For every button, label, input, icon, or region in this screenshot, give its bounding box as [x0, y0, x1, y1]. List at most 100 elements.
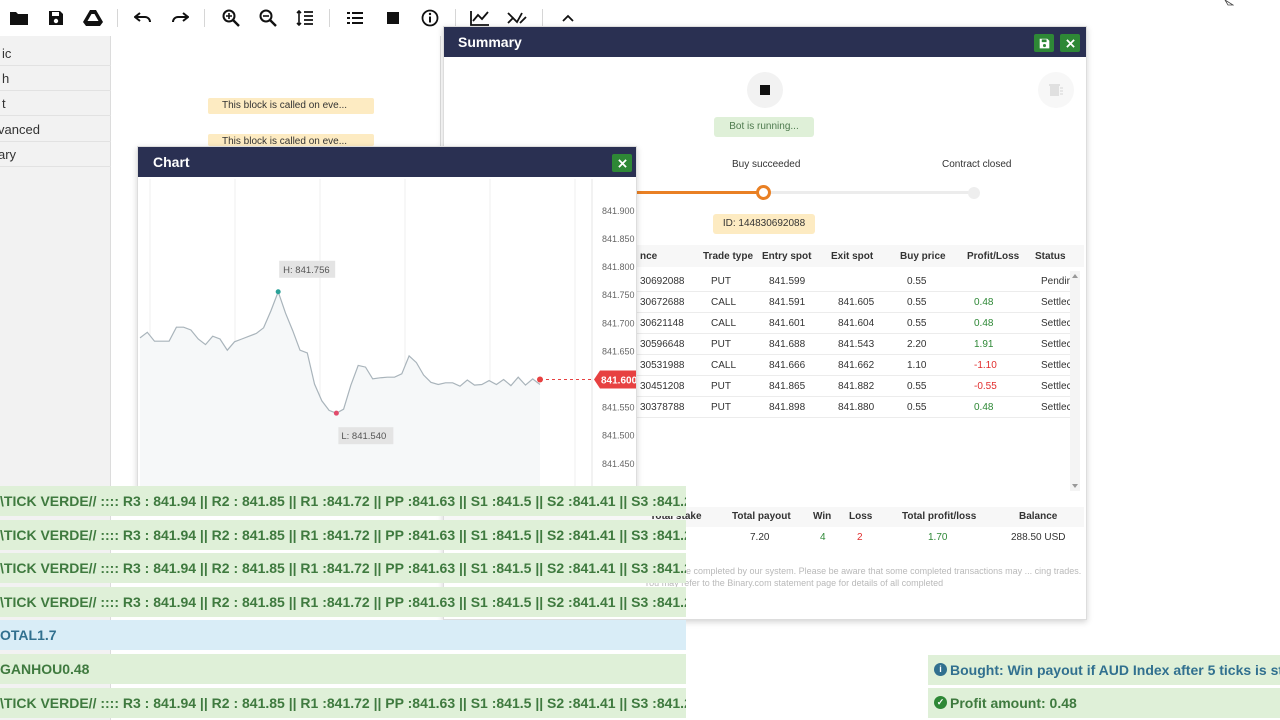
stop-bot-button[interactable]: [747, 72, 783, 108]
close-chart-button[interactable]: [612, 154, 632, 172]
save-icon[interactable]: [44, 6, 68, 30]
tx-trade-type: PUT: [711, 381, 731, 392]
info-icon: i: [934, 663, 947, 676]
tx-exit-spot: 841.880: [838, 402, 875, 413]
col-balance: Balance: [1019, 511, 1058, 522]
comment-block[interactable]: This block is called on eve...: [208, 98, 374, 114]
total-profit: 1.70: [928, 532, 948, 543]
zoom-in-icon[interactable]: [219, 6, 243, 30]
notification-success: \TICK VERDE// :::: R3 : 841.94 || R2 : 8…: [0, 687, 686, 718]
tx-profit-loss: 0.48: [974, 402, 994, 413]
clear-stats-button[interactable]: [1038, 72, 1074, 108]
tx-buy-price: 0.55: [907, 297, 927, 308]
toast-info[interactable]: i Bought: Win payout if AUD Index after 5…: [928, 655, 1280, 685]
sidebar-item-binary[interactable]: ary: [0, 142, 111, 167]
check-circle-icon: ✓: [934, 696, 947, 709]
list-icon[interactable]: [343, 6, 367, 30]
trash-icon: [1049, 84, 1063, 96]
tx-entry-spot: 841.601: [769, 318, 806, 329]
table-row[interactable]: 30596648 PUT 841.688 841.543 2.20 1.91 Settlec: [444, 334, 1072, 355]
table-row[interactable]: 30672688 CALL 841.591 841.605 0.55 0.48 Settle…: [444, 292, 1072, 313]
y-tick-label: 841.800: [602, 262, 635, 272]
zoom-out-icon[interactable]: [256, 6, 280, 30]
sort-icon[interactable]: [293, 6, 317, 30]
total-win: 4: [820, 532, 826, 543]
transactions-scrollbar[interactable]: [1070, 271, 1080, 491]
table-row[interactable]: 30531988 CALL 841.666 841.662 1.10 -1.10 Settl…: [444, 355, 1072, 376]
sidebar-item-text[interactable]: t: [0, 91, 111, 116]
toolbar-separator: [542, 9, 543, 27]
sidebar-item-basic[interactable]: ic: [0, 41, 111, 66]
sidebar-item-label: vanced: [0, 122, 40, 137]
table-row[interactable]: 30378788 PUT 841.898 841.880 0.55 0.48 Settlec: [444, 397, 1072, 418]
total-loss: 2: [857, 532, 863, 543]
close-summary-button[interactable]: [1060, 34, 1080, 52]
col-entry-spot: Entry spot: [762, 251, 812, 262]
save-summary-button[interactable]: [1034, 34, 1054, 52]
tx-buy-price: 1.10: [907, 360, 927, 371]
y-tick-label: 841.450: [602, 459, 635, 469]
sidebar-item-advanced[interactable]: vanced: [0, 117, 111, 142]
progress-step-next: [968, 187, 980, 199]
tx-profit-loss: -1.10: [974, 360, 997, 371]
chart-title: Chart: [153, 154, 190, 170]
col-profit-loss: Profit/Loss: [967, 251, 1020, 262]
table-row[interactable]: 30451208 PUT 841.865 841.882 0.55 -0.55 Settle…: [444, 376, 1072, 397]
mouse-cursor-icon: [1224, 0, 1234, 6]
current-price-tag: [594, 370, 636, 389]
comment-block[interactable]: This block is called on eve...: [208, 134, 374, 146]
tx-status: Settlec: [1041, 381, 1072, 392]
toast-text: Bought: Win payout if AUD Index after 5 …: [950, 662, 1280, 678]
tx-status: Settlec: [1041, 339, 1072, 350]
tx-trade-type: CALL: [711, 297, 737, 308]
contract-id-badge[interactable]: ID: 144830692088: [713, 214, 815, 234]
tx-profit-loss: 0.48: [974, 297, 994, 308]
totals-row: 7.20 4 2 1.70 288.50 USD: [444, 527, 1084, 549]
toast-text: Profit amount: 0.48: [950, 695, 1077, 711]
tx-trade-type: CALL: [711, 318, 737, 329]
series-line: [139, 290, 541, 414]
redo-icon[interactable]: [168, 6, 192, 30]
high-label: H: 841.756: [283, 265, 329, 276]
y-tick-label: 841.500: [602, 431, 635, 441]
low-label: L: 841.540: [341, 431, 386, 442]
tx-buy-price: 0.55: [907, 381, 927, 392]
notification-success: GANHOU0.48: [0, 654, 686, 684]
chart-header[interactable]: Chart: [138, 147, 636, 177]
info-icon[interactable]: [418, 6, 442, 30]
tx-reference: 30451208: [640, 381, 685, 392]
tx-reference: 30378788: [640, 402, 685, 413]
col-status: Status: [1035, 251, 1066, 262]
col-total-profit-loss: Total profit/loss: [902, 511, 977, 522]
tx-buy-price: 2.20: [907, 339, 927, 350]
close-icon: [617, 158, 627, 168]
tx-profit-loss: 1.91: [974, 339, 994, 350]
undo-icon[interactable]: [131, 6, 155, 30]
col-win: Win: [813, 511, 832, 522]
series-area: [140, 291, 540, 505]
tx-profit-loss: 0.48: [974, 318, 994, 329]
table-row[interactable]: 30621148 CALL 841.601 841.604 0.55 0.48 Settle…: [444, 313, 1072, 334]
chart-line-icon[interactable]: [468, 6, 492, 30]
folder-open-icon[interactable]: [7, 6, 31, 30]
stop-icon[interactable]: [381, 6, 405, 30]
high-label-box: [279, 260, 336, 278]
toast-success[interactable]: ✓ Profit amount: 0.48: [928, 688, 1280, 718]
google-drive-icon[interactable]: [81, 6, 105, 30]
collapse-icon[interactable]: [556, 6, 580, 30]
summary-header[interactable]: Summary: [444, 27, 1086, 57]
total-payout: 7.20: [750, 532, 770, 543]
table-row[interactable]: 30692088 PUT 841.599 0.55 Pendir: [444, 271, 1070, 292]
sidebar-item-math[interactable]: h: [0, 66, 111, 91]
notification-success: \TICK VERDE// :::: R3 : 841.94 || R2 : 8…: [0, 553, 686, 584]
price-chart[interactable]: 841.900 841.850 841.800 841.750 841.700 841.6…: [138, 179, 637, 506]
low-label-box: [338, 427, 394, 445]
y-tick-label: 841.900: [602, 206, 635, 216]
tx-status: Settlec: [1041, 402, 1072, 413]
trading-view-icon[interactable]: [505, 6, 529, 30]
y-tick-label: 841.850: [602, 234, 635, 244]
notification-success: \TICK VERDE// :::: R3 : 841.94 || R2 : 8…: [0, 519, 686, 550]
tx-entry-spot: 841.666: [769, 360, 806, 371]
progress-step-current: [756, 185, 771, 200]
toolbar-separator: [117, 9, 118, 27]
